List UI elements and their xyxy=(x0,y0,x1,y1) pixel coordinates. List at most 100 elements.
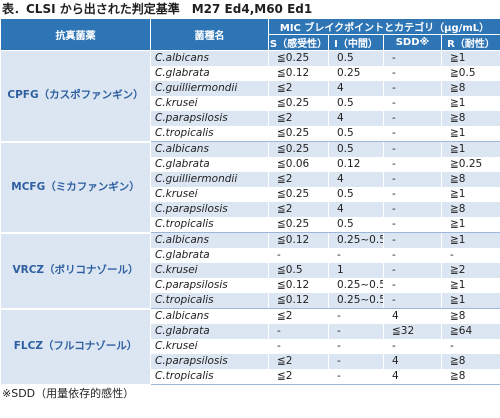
value-cell: ≦0.12 xyxy=(268,278,329,293)
value-cell: - xyxy=(328,339,384,354)
drug-cell: CPFG（カスポファンギン） xyxy=(0,50,151,143)
header-cell: I（中間） xyxy=(328,34,384,51)
header-row: 抗真菌薬 菌種名 MIC ブレイクポイントとカテゴリ（µg/mL） xyxy=(0,18,500,51)
value-cell: - xyxy=(383,157,442,172)
table-row: C.krusei ≦0.25 0.5- ≧1 xyxy=(1,187,500,202)
table-row: MCFG（ミカファンギン） C.albicans ≦0.25 0.5- ≧1 xyxy=(0,141,500,234)
value-cell: ≧8 xyxy=(440,81,500,96)
species-cell: C.albicans xyxy=(150,141,269,157)
species-cell: C.tropicalis xyxy=(150,369,269,385)
value-cell: ≦2 xyxy=(268,202,329,217)
value-cell: - xyxy=(328,248,384,263)
value-cell: ≦2 xyxy=(268,172,329,187)
species-cell: C.parapsilosis xyxy=(150,202,269,217)
table-row: C.krusei ≦0.25 0.5- ≧1 xyxy=(1,96,500,111)
value-cell: ≧1 xyxy=(440,126,500,142)
value-cell: ≧0.25 xyxy=(440,157,500,172)
value-cell: ≦0.25 xyxy=(268,96,329,111)
value-cell: - xyxy=(383,278,442,293)
species-cell: C.krusei xyxy=(150,263,269,278)
value-cell: 1 xyxy=(328,263,384,278)
value-cell: ≧1 xyxy=(440,293,500,309)
table-row: C.krusei - - - - xyxy=(1,339,500,354)
value-cell: ≧8 xyxy=(440,111,500,126)
value-cell: 0.12 xyxy=(328,157,384,172)
value-cell: ≧8 xyxy=(440,308,500,324)
table-row: C.parapsilosis ≦2-4 ≧8 xyxy=(1,354,500,369)
species-cell: C.guilliermondii xyxy=(150,81,269,96)
value-cell: ≦0.12 xyxy=(268,232,329,248)
value-cell: 4 xyxy=(328,111,384,126)
value-cell: - xyxy=(440,248,500,263)
value-cell: ≦0.25 xyxy=(268,50,329,66)
value-cell: ≦0.06 xyxy=(268,157,329,172)
value-cell: ≦32 xyxy=(383,324,442,339)
species-cell: C.tropicalis xyxy=(150,126,269,142)
table-row: C.tropicalis ≦2-4 ≧8 xyxy=(1,369,500,385)
species-cell: C.parapsilosis xyxy=(150,111,269,126)
value-cell: ≦2 xyxy=(268,111,329,126)
table-row: C.guilliermondii ≦2 4- ≧8 xyxy=(1,81,500,96)
species-cell: C.albicans xyxy=(150,308,269,324)
table-row: C.parapsilosis ≦2 4- ≧8 xyxy=(1,202,500,217)
table-row: C.krusei ≦0.5 1- ≧2 xyxy=(1,263,500,278)
value-cell: ≧2 xyxy=(440,263,500,278)
value-cell: - xyxy=(383,232,442,248)
footnote: ※SDD（用量依存的感性） xyxy=(2,386,135,400)
header-cell: R（耐性） xyxy=(440,34,500,51)
species-cell: C.glabrata xyxy=(150,324,269,339)
value-cell: ≧1 xyxy=(440,232,500,248)
value-cell: - xyxy=(383,339,442,354)
value-cell: ≧8 xyxy=(440,354,500,369)
species-cell: C.krusei xyxy=(150,339,269,354)
table-row: VRCZ（ボリコナゾール） C.albicans ≦0.12 0.25~0.5- ≧1 xyxy=(0,232,500,310)
value-cell: - xyxy=(383,50,442,66)
value-cell: ≧64 xyxy=(440,324,500,339)
value-cell: ≧8 xyxy=(440,172,500,187)
value-cell: 4 xyxy=(328,81,384,96)
header-cell: 抗真菌薬 xyxy=(0,18,151,51)
value-cell: - xyxy=(328,308,384,324)
value-cell: ≧1 xyxy=(440,50,500,66)
table-row: C.glabrata - - - - xyxy=(1,248,500,263)
value-cell: - xyxy=(383,217,442,233)
value-cell: ≧8 xyxy=(440,369,500,385)
value-cell: ≦2 xyxy=(268,354,329,369)
table-body: CPFG（カスポファンギン） C.albicans ≦0.25 0.5- ≧1 C.gla… xyxy=(0,50,500,386)
header-row: S（感受性） I（中間） SDD※ R（耐性） xyxy=(1,34,500,51)
value-cell: ≦2 xyxy=(268,369,329,385)
drug-cell: FLCZ（フルコナゾール） xyxy=(0,308,151,386)
table-row: CPFG（カスポファンギン） C.albicans ≦0.25 0.5- ≧1 xyxy=(0,50,500,143)
table-row: C.tropicalis ≦0.25 0.5- ≧1 xyxy=(1,126,500,142)
value-cell: ≦0.25 xyxy=(268,217,329,233)
value-cell: ≦0.25 xyxy=(268,187,329,202)
header-cell: SDD※ xyxy=(383,34,442,51)
value-cell: 4 xyxy=(383,308,442,324)
value-cell: 0.25~0.5 xyxy=(328,278,384,293)
species-cell: C.krusei xyxy=(150,187,269,202)
value-cell: 4 xyxy=(328,172,384,187)
species-cell: C.glabrata xyxy=(150,248,269,263)
value-cell: - xyxy=(268,324,329,339)
table-row: C.glabrata ≦0.06 0.12- ≧0.25 xyxy=(1,157,500,172)
value-cell: 4 xyxy=(328,202,384,217)
value-cell: ≦2 xyxy=(268,308,329,324)
value-cell: - xyxy=(383,263,442,278)
table-row: C.guilliermondii ≦2 4- ≧8 xyxy=(1,172,500,187)
value-cell: 4 xyxy=(383,369,442,385)
value-cell: ≧1 xyxy=(440,187,500,202)
title: 表．CLSI から出された判定基準 M27 Ed4,M60 Ed1 xyxy=(2,2,313,16)
value-cell: - xyxy=(383,111,442,126)
value-cell: ≧1 xyxy=(440,217,500,233)
value-cell: ≧8 xyxy=(440,202,500,217)
species-cell: C.parapsilosis xyxy=(150,354,269,369)
species-cell: C.albicans xyxy=(150,232,269,248)
drug-cell: MCFG（ミカファンギン） xyxy=(0,141,151,234)
value-cell: 0.5 xyxy=(328,187,384,202)
value-cell: ≧0.5 xyxy=(440,66,500,81)
value-cell: 0.25~0.5 xyxy=(328,293,384,309)
table-row: C.parapsilosis ≦2 4- ≧8 xyxy=(1,111,500,126)
value-cell: ≦0.12 xyxy=(268,66,329,81)
value-cell: 0.5 xyxy=(328,96,384,111)
